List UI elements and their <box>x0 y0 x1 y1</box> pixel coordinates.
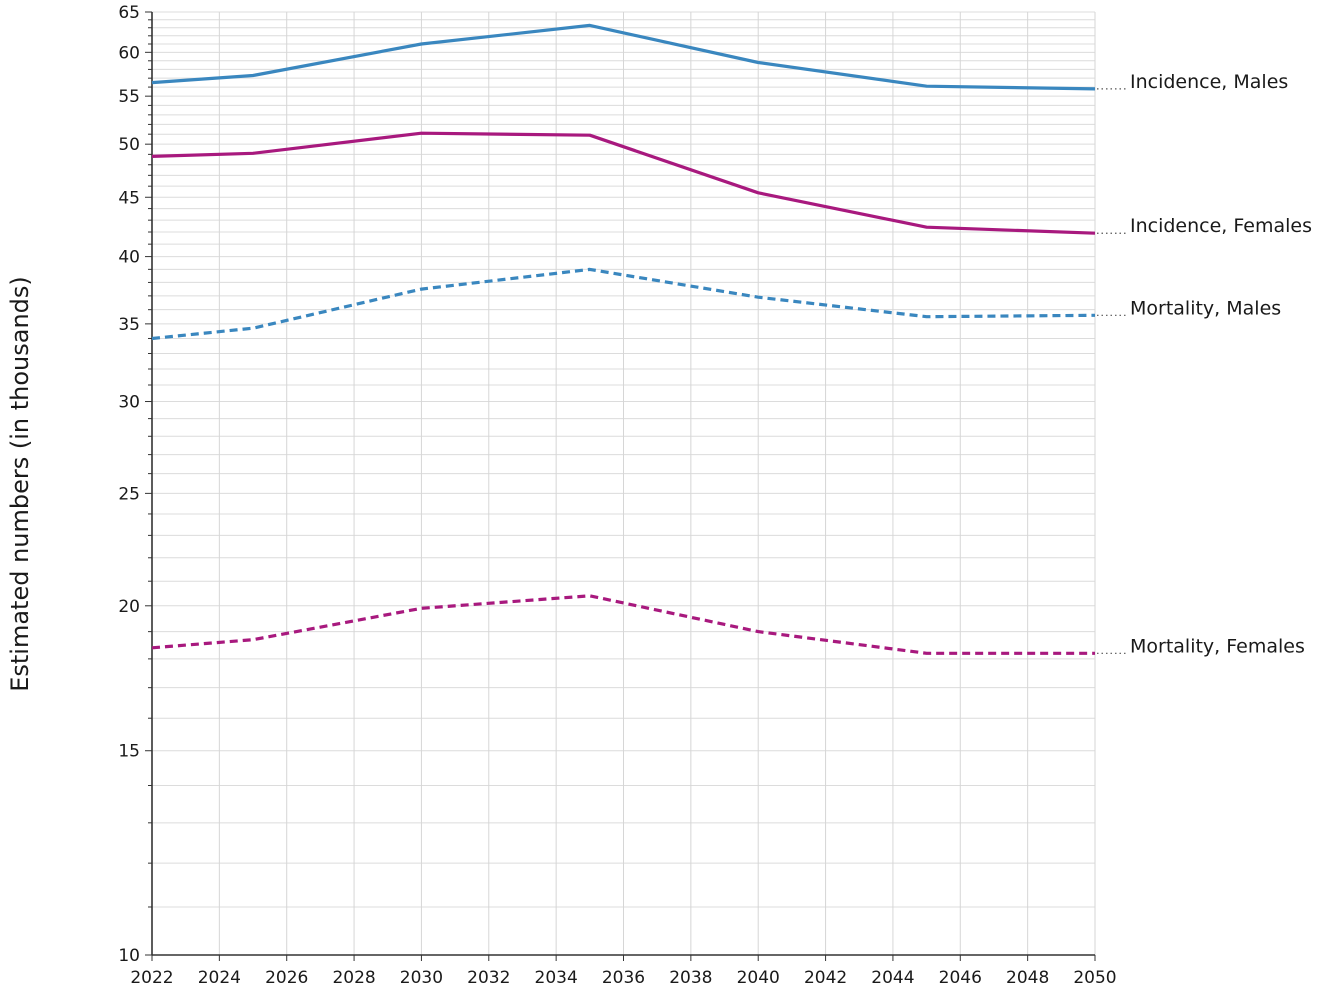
y-tick-label: 10 <box>118 946 140 966</box>
y-tick-label: 65 <box>118 3 140 23</box>
series-line <box>151 131 1096 235</box>
x-tick-label: 2024 <box>198 968 241 988</box>
legend-label: Incidence, Males <box>1130 71 1288 93</box>
x-tick-label: 2044 <box>871 968 914 988</box>
series-line <box>151 267 1096 341</box>
x-tick-label: 2050 <box>1073 968 1116 988</box>
y-tick-label: 30 <box>118 393 140 413</box>
y-tick-label: 55 <box>118 87 140 107</box>
series-line <box>151 23 1096 91</box>
legend-label: Mortality, Females <box>1130 635 1305 657</box>
x-tick-label: 2038 <box>669 968 712 988</box>
legend-label: Incidence, Females <box>1130 215 1312 237</box>
y-tick-label: 40 <box>118 248 140 268</box>
x-tick-label: 2026 <box>265 968 308 988</box>
series-line <box>151 594 1095 655</box>
y-tick-label: 20 <box>118 597 140 617</box>
x-tick-label: 2048 <box>1006 968 1049 988</box>
y-tick-label: 35 <box>118 315 140 335</box>
y-tick-label: 60 <box>118 43 140 63</box>
y-tick-label: 45 <box>118 188 140 208</box>
y-axis-title: Estimated numbers (in thousands) <box>6 276 34 692</box>
x-tick-label: 2036 <box>602 968 645 988</box>
x-tick-label: 2030 <box>400 968 443 988</box>
x-tick-label: 2042 <box>804 968 847 988</box>
y-tick-label: 15 <box>118 742 140 762</box>
legend-label: Mortality, Males <box>1130 297 1281 319</box>
x-tick-label: 2040 <box>737 968 780 988</box>
x-tick-label: 2032 <box>467 968 510 988</box>
x-tick-label: 2028 <box>332 968 375 988</box>
y-tick-label: 50 <box>118 135 140 155</box>
y-tick-label: 25 <box>118 484 140 504</box>
x-tick-label: 2034 <box>535 968 578 988</box>
x-tick-label: 2046 <box>939 968 982 988</box>
x-tick-label: 2022 <box>130 968 173 988</box>
